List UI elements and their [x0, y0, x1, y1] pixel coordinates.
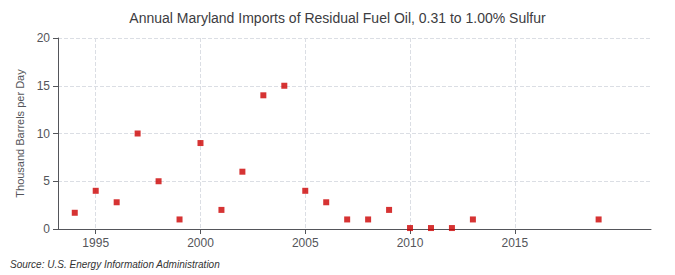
svg-text:2000: 2000	[187, 236, 214, 250]
svg-text:2015: 2015	[501, 236, 528, 250]
svg-text:1995: 1995	[82, 236, 109, 250]
svg-text:Annual Maryland Imports of Res: Annual Maryland Imports of Residual Fuel…	[129, 10, 546, 26]
svg-text:Thousand Barrels per Day: Thousand Barrels per Day	[14, 69, 26, 198]
svg-text:20: 20	[37, 31, 51, 45]
svg-text:2010: 2010	[397, 236, 424, 250]
svg-text:10: 10	[37, 127, 51, 141]
svg-text:15: 15	[37, 79, 51, 93]
svg-text:5: 5	[43, 174, 50, 188]
svg-text:Source: U.S. Energy Informatio: Source: U.S. Energy Information Administ…	[10, 259, 220, 270]
svg-text:0: 0	[43, 222, 50, 236]
svg-text:2005: 2005	[292, 236, 319, 250]
